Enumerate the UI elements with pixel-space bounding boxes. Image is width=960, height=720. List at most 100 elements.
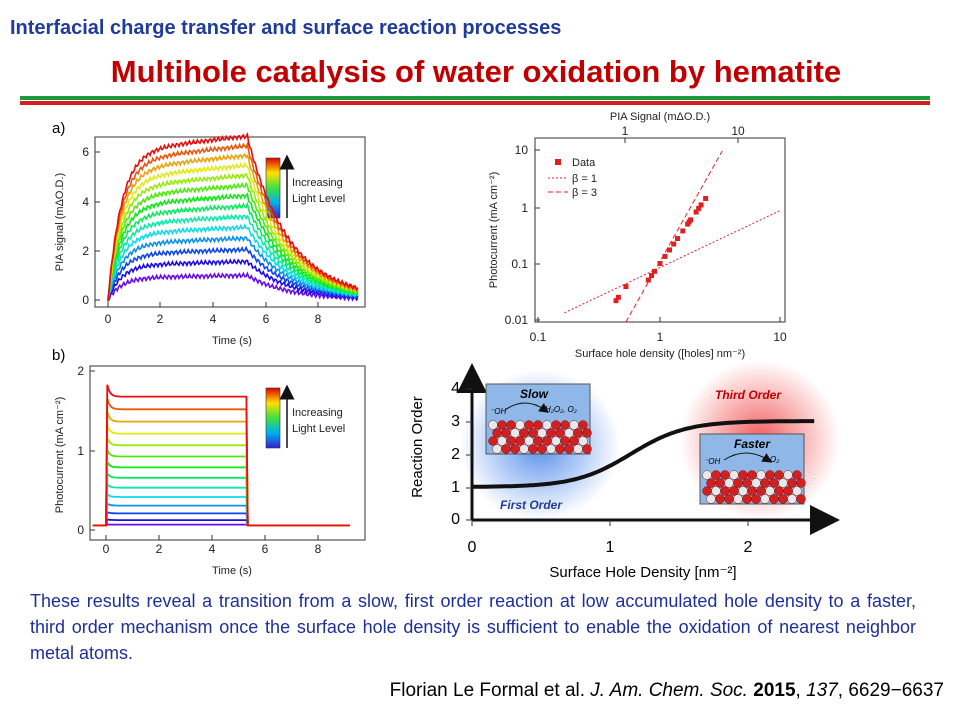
atom — [729, 470, 739, 480]
atom — [560, 436, 570, 446]
citation: Florian Le Formal et al. J. Am. Chem. So… — [389, 680, 944, 701]
reaction-arrow — [723, 452, 773, 463]
trace — [92, 437, 350, 527]
atom — [510, 428, 520, 438]
y-axis-label: PIA signal (mΔO.D.) — [54, 173, 66, 271]
x-axis-label: Surface hole density ([holes] nm⁻²) — [575, 348, 745, 360]
atom — [747, 470, 757, 480]
atom — [560, 420, 570, 430]
trace — [92, 424, 350, 527]
atom — [715, 478, 725, 488]
atom — [769, 494, 779, 504]
data-point — [652, 268, 658, 274]
atom — [760, 494, 770, 504]
atom — [582, 444, 592, 454]
trace — [107, 201, 359, 300]
x-tick-label: 1 — [606, 539, 615, 556]
data-point — [680, 228, 686, 234]
atom — [765, 470, 775, 480]
atom — [742, 494, 752, 504]
atom — [578, 436, 588, 446]
journal: J. Am. Chem. Soc. — [590, 680, 748, 701]
y-tick-label: 0 — [82, 293, 89, 307]
order-curve — [472, 419, 815, 489]
x-tick-label: 2 — [156, 542, 163, 556]
x-tick-label: 2 — [744, 539, 753, 556]
legend-text: β = 3 — [572, 187, 597, 199]
slide-title: Multihole catalysis of water oxidation b… — [111, 54, 841, 89]
inset-title: Faster — [734, 437, 771, 451]
atom — [533, 420, 543, 430]
atom — [542, 436, 552, 446]
data-point — [698, 202, 704, 208]
atom — [751, 494, 761, 504]
atom — [787, 478, 797, 488]
atom — [796, 478, 806, 488]
atom — [555, 428, 565, 438]
y-tick-label: 0.01 — [505, 313, 529, 327]
x-tick-label: 8 — [315, 542, 322, 556]
y-tick-label: 4 — [82, 195, 89, 209]
atom — [515, 420, 525, 430]
atom — [792, 470, 802, 480]
atom — [742, 478, 752, 488]
data-point — [613, 298, 619, 304]
caption: These results reveal a transition from a… — [30, 591, 916, 663]
atom — [564, 428, 574, 438]
atom — [519, 428, 529, 438]
y-axis-label: Photocurrent (mA cm⁻²) — [54, 397, 66, 513]
atom — [711, 470, 721, 480]
atom — [724, 494, 734, 504]
y-tick-label: 1 — [77, 444, 84, 458]
x-tick-label: 0.1 — [530, 330, 547, 344]
chem-label: H₂O₂, O₂ — [545, 405, 577, 414]
trace — [107, 192, 359, 302]
x-tick-label: 0 — [103, 542, 110, 556]
x-axis-label: Time (s) — [212, 335, 252, 347]
legend-text: Increasing — [292, 407, 343, 419]
atom — [501, 444, 511, 454]
top-axis-label: PIA Signal (mΔO.D.) — [610, 111, 710, 123]
x-tick-label: 1 — [622, 124, 629, 138]
atom — [519, 444, 529, 454]
atom — [573, 428, 583, 438]
chem-label: ⁻OH — [490, 407, 506, 416]
atom — [720, 470, 730, 480]
atom — [569, 436, 579, 446]
atom — [729, 486, 739, 496]
y-tick-label: 0 — [77, 523, 84, 537]
x-tick-label: 10 — [773, 330, 787, 344]
trace — [92, 510, 350, 527]
panel-label: b) — [52, 347, 65, 364]
pages: 6629−6637 — [848, 680, 944, 701]
atom — [787, 494, 797, 504]
atom — [488, 420, 498, 430]
topic: Interfacial charge transfer and surface … — [10, 17, 561, 39]
atom — [733, 494, 743, 504]
data-point — [623, 284, 629, 290]
reaction-arrow — [504, 402, 550, 413]
atom — [783, 470, 793, 480]
atom — [715, 494, 725, 504]
atom — [488, 436, 498, 446]
panel-a: a) PIA signal (mΔO.D.) Time (s) Increasi… — [52, 120, 366, 347]
atom — [706, 494, 716, 504]
y-tick-label: 0 — [451, 511, 460, 528]
atom — [537, 428, 547, 438]
y-tick-label: 2 — [77, 364, 84, 378]
legend-text: β = 1 — [572, 173, 597, 185]
trace — [107, 131, 359, 301]
atom — [783, 486, 793, 496]
atom — [524, 420, 534, 430]
data-point — [688, 217, 694, 223]
chem-label: O₂ — [770, 455, 779, 464]
plot-frame — [89, 365, 366, 541]
trace — [107, 258, 359, 302]
atom — [492, 444, 502, 454]
trace — [107, 223, 359, 299]
x-tick-label: 6 — [262, 542, 269, 556]
atom — [564, 444, 574, 454]
atom — [774, 486, 784, 496]
